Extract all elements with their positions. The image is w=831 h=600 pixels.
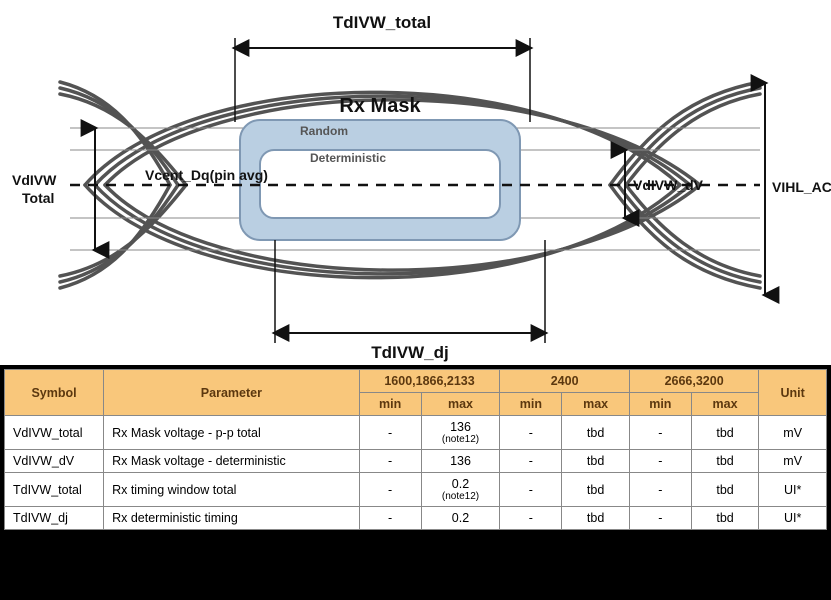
th-symbol: Symbol [5, 370, 104, 416]
dim-vd-total-label2: Total [22, 190, 54, 206]
mask-deterministic-label: Deterministic [310, 151, 386, 165]
cell-g2min: - [500, 450, 562, 473]
cell-g2max: tbd [562, 450, 630, 473]
cell-g3max: tbd [691, 450, 759, 473]
th-unit: Unit [759, 370, 827, 416]
cell-g2min: - [500, 507, 562, 530]
th-group3: 2666,3200 [629, 370, 758, 393]
dim-vd-dv-label: VdIVW_dV [633, 177, 704, 193]
cell-g1max: 136(note12) [421, 416, 500, 450]
cell-unit: mV [759, 450, 827, 473]
cell-g2min: - [500, 416, 562, 450]
th-g3-max: max [691, 393, 759, 416]
dim-td-total-label: TdIVW_total [333, 13, 431, 32]
cell-param: Rx Mask voltage - p-p total [104, 416, 360, 450]
dim-td-dj: TdIVW_dj [275, 240, 545, 362]
cell-g3min: - [629, 473, 691, 507]
cell-symbol: VdIVW_dV [5, 450, 104, 473]
th-g3-min: min [629, 393, 691, 416]
table-body: VdIVW_totalRx Mask voltage - p-p total-1… [5, 416, 827, 530]
cell-g1max: 0.2 [421, 507, 500, 530]
dim-vd-total: VdIVW Total [12, 128, 95, 250]
th-g1-min: min [359, 393, 421, 416]
cell-g2max: tbd [562, 507, 630, 530]
th-g2-min: min [500, 393, 562, 416]
rx-mask-title: Rx Mask [339, 95, 421, 117]
table-row: VdIVW_totalRx Mask voltage - p-p total-1… [5, 416, 827, 450]
cell-g3min: - [629, 450, 691, 473]
cell-g2max: tbd [562, 416, 630, 450]
cell-symbol: TdIVW_dj [5, 507, 104, 530]
dim-vihl: VIHL_AC [765, 83, 831, 295]
cell-g2min: - [500, 473, 562, 507]
th-group2: 2400 [500, 370, 629, 393]
table-row: TdIVW_djRx deterministic timing-0.2-tbd-… [5, 507, 827, 530]
cell-symbol: TdIVW_total [5, 473, 104, 507]
table-row: TdIVW_totalRx timing window total-0.2(no… [5, 473, 827, 507]
cell-g1min: - [359, 450, 421, 473]
cell-g1min: - [359, 507, 421, 530]
cell-unit: mV [759, 416, 827, 450]
cell-unit: UI* [759, 473, 827, 507]
vcent-label: Vcent_Dq(pin avg) [145, 167, 268, 183]
th-g2-max: max [562, 393, 630, 416]
th-g1-max: max [421, 393, 500, 416]
cell-unit: UI* [759, 507, 827, 530]
cell-g3min: - [629, 507, 691, 530]
cell-g3max: tbd [691, 507, 759, 530]
cell-g3min: - [629, 416, 691, 450]
mask-random-label: Random [300, 124, 348, 138]
th-parameter: Parameter [104, 370, 360, 416]
cell-g1min: - [359, 473, 421, 507]
cell-param: Rx deterministic timing [104, 507, 360, 530]
dim-vihl-label: VIHL_AC [772, 179, 831, 195]
cell-g1min: - [359, 416, 421, 450]
parameter-table-wrap: Symbol Parameter 1600,1866,2133 2400 266… [0, 365, 831, 600]
rx-mask: Rx Mask Random Deterministic [240, 95, 520, 240]
cell-g3max: tbd [691, 416, 759, 450]
th-group1: 1600,1866,2133 [359, 370, 500, 393]
parameter-table: Symbol Parameter 1600,1866,2133 2400 266… [4, 369, 827, 530]
cell-param: Rx Mask voltage - deterministic [104, 450, 360, 473]
cell-g1max: 0.2(note12) [421, 473, 500, 507]
cell-g3max: tbd [691, 473, 759, 507]
eye-diagram: Rx Mask Random Deterministic Vcent_Dq(pi… [0, 0, 831, 365]
dim-vd-total-label1: VdIVW [12, 172, 57, 188]
cell-g2max: tbd [562, 473, 630, 507]
cell-g1max: 136 [421, 450, 500, 473]
cell-symbol: VdIVW_total [5, 416, 104, 450]
table-row: VdIVW_dVRx Mask voltage - deterministic-… [5, 450, 827, 473]
dim-td-dj-label: TdIVW_dj [371, 343, 448, 362]
cell-param: Rx timing window total [104, 473, 360, 507]
